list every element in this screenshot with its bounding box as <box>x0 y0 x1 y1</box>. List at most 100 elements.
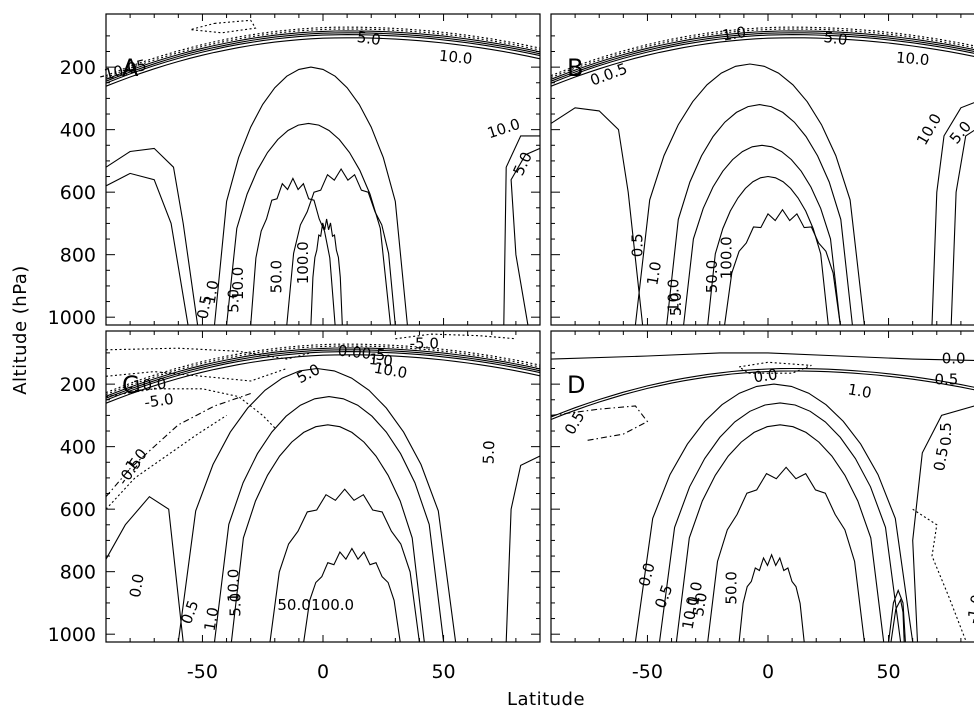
x-tick-label: 50 <box>876 661 900 683</box>
contour-label: -5.0 <box>143 390 175 412</box>
polar-contour <box>105 172 189 326</box>
mixing-contour <box>724 208 841 326</box>
y-tick-label: 200 <box>60 374 96 396</box>
mixing-contour <box>707 466 865 643</box>
mixing-contour <box>230 424 425 643</box>
contour-label: 0.5 <box>651 582 676 611</box>
mixing-contour <box>213 396 445 643</box>
mixing-contour <box>707 175 829 326</box>
contour-label: 5.0 <box>294 360 324 387</box>
y-axis-label: Altitude (hPa) <box>10 265 31 395</box>
panel-letter: C <box>122 371 139 399</box>
tropopause-contour <box>550 34 974 84</box>
panel-letters: A B C D <box>122 54 585 399</box>
panel-letter: A <box>122 54 139 82</box>
polar-contour <box>105 147 199 326</box>
contour-label: 5.0 <box>356 28 382 49</box>
tropopause-contour <box>105 34 541 84</box>
tropopause-contour <box>105 347 541 397</box>
contour-label: 50.0 <box>277 596 310 614</box>
contour-label: 5.0 <box>227 593 245 617</box>
dotted-contour <box>105 414 227 510</box>
tropopause-contour <box>105 37 541 87</box>
contour-label: 5.0 <box>946 118 974 148</box>
contour-label: 5.0 <box>224 289 242 313</box>
dotted-contour <box>912 508 967 641</box>
y-tick-label: 1000 <box>48 624 96 646</box>
dotted-contour <box>738 361 812 374</box>
contour-label: -10.0 <box>127 375 167 396</box>
contour-label: 5.0 <box>689 591 711 618</box>
tick-labels: 200 400 600 800 1000 200 400 600 800 1000 -50 0 50 -5… <box>48 57 901 683</box>
x-tick-label: 50 <box>431 661 455 683</box>
contour-label: 10.0 <box>679 595 703 631</box>
contour-label: 0.00.5 <box>337 342 386 365</box>
contour-label: 0.5 <box>561 408 589 438</box>
contour-label: 0.5 <box>177 598 202 627</box>
polar-contour <box>912 405 974 643</box>
tropopause-contour <box>105 32 541 82</box>
mixing-contour <box>250 177 336 326</box>
mixing-contour <box>658 402 902 643</box>
dotted-contour <box>105 347 312 360</box>
contour-label: 10.0 <box>485 115 522 142</box>
dotted-contour <box>105 388 276 429</box>
polar-contour <box>503 135 540 326</box>
contour-label: 0.5 <box>193 294 215 321</box>
x-tick-label: -50 <box>632 661 663 683</box>
upper-contour <box>550 352 974 362</box>
contour-label: -5.0 <box>410 335 439 353</box>
y-tick-label: 400 <box>60 437 96 459</box>
contour-label: 1.0 <box>643 260 665 287</box>
contour-label: 10.0 <box>224 569 242 602</box>
contour-label: 0.5 <box>930 446 952 473</box>
polar-contour <box>105 495 184 643</box>
mixing-contour <box>683 144 841 326</box>
contour-label: 0.0 <box>752 365 778 386</box>
polar-contour <box>931 102 974 326</box>
contour-label: 100.0 <box>294 241 312 284</box>
contour-label: -1.0 <box>963 593 974 625</box>
contour-label: 1.0 <box>846 380 873 402</box>
tropopause-contour <box>550 370 974 421</box>
mixing-contour <box>303 547 401 643</box>
y-tick-label: 1000 <box>48 307 96 329</box>
contour-label: 50.0 <box>722 571 740 604</box>
contour-label: 5.0 <box>667 292 685 316</box>
polar-contour <box>510 147 541 326</box>
tropopause-contour <box>105 30 541 80</box>
contour-label: 0.5 <box>937 422 955 446</box>
contour-label: 1.0 <box>201 279 223 306</box>
contour-lines <box>105 19 974 643</box>
y-tick-label: 400 <box>60 120 96 142</box>
mixing-contour <box>177 367 457 643</box>
polar-contour <box>505 455 541 643</box>
contour-label: 10.0 <box>373 359 409 383</box>
x-tick-label: 0 <box>317 661 329 683</box>
mixing-contour <box>310 218 343 326</box>
contour-label: 50.0 <box>268 260 286 293</box>
tropopause-contour <box>550 37 974 87</box>
tropopause-contour <box>550 30 974 80</box>
mixing-contour <box>286 167 396 326</box>
tropopause-contour <box>550 367 974 418</box>
y-tick-label: 200 <box>60 57 96 79</box>
y-tick-label: 800 <box>60 245 96 267</box>
dashdot-contour <box>550 405 649 441</box>
contour-label: 5.0 <box>823 28 849 49</box>
tropopause-contour <box>105 351 541 401</box>
contour-label: 10.0 <box>438 47 473 68</box>
panel-frames <box>105 13 974 643</box>
tropopause-contour <box>105 26 541 77</box>
contour-label: 0.5 <box>628 233 646 257</box>
mixing-contour <box>675 424 885 643</box>
tropopause-contour <box>105 354 541 404</box>
x-axis-label: Latitude <box>507 689 585 710</box>
mixing-contour <box>634 63 865 326</box>
dotted-contour <box>190 19 257 34</box>
panel-letter: D <box>567 371 585 399</box>
polar-contour <box>550 107 644 326</box>
contour-label: 1.0 <box>201 606 223 633</box>
